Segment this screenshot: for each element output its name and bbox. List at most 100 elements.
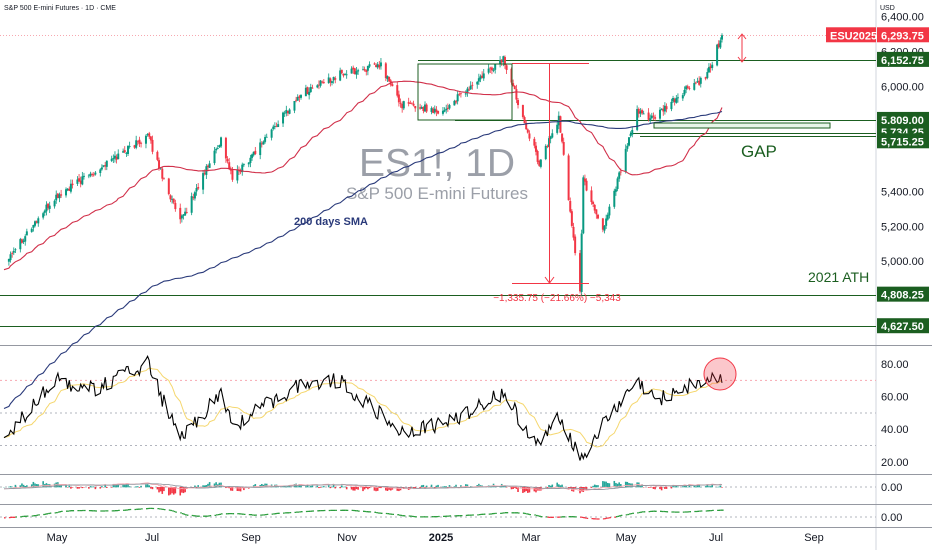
- osc1-bar: [115, 484, 118, 488]
- osc1-bar: [159, 487, 162, 492]
- candle-body: [283, 112, 286, 114]
- osc1-bar: [34, 483, 36, 488]
- candle-body: [45, 204, 48, 212]
- upside-arrow-head-top: [737, 33, 747, 40]
- osc1-bar: [81, 487, 84, 489]
- osc1-bar: [593, 484, 596, 488]
- candle-body: [68, 188, 71, 191]
- osc1-bar: [37, 484, 40, 488]
- candle-body: [226, 159, 229, 162]
- time-axis[interactable]: May Jul Sep Nov 2025 Mar May Jul Sep: [47, 532, 824, 544]
- candle-body: [82, 175, 85, 177]
- candle-body: [42, 213, 45, 218]
- candle-body: [458, 93, 461, 95]
- osc1-bar: [203, 485, 206, 488]
- candle-body: [156, 151, 159, 160]
- candle-body: [174, 202, 177, 210]
- rsi-pane[interactable]: 80.00 60.00 40.00 20.00: [0, 355, 909, 469]
- osc1-bar: [30, 484, 33, 488]
- osc1-bar: [21, 483, 23, 488]
- osc1-bar: [618, 482, 620, 488]
- osc1-bar: [672, 485, 674, 488]
- time-tick-label: Nov: [337, 532, 357, 544]
- candle-body: [505, 65, 508, 70]
- candle-body: [402, 101, 405, 109]
- osc1-bar: [673, 486, 676, 488]
- osc1-bar: [254, 484, 257, 488]
- candle-body: [595, 209, 598, 215]
- price-tick-label: 6,000.00: [881, 82, 924, 94]
- osc1-bar: [148, 485, 151, 488]
- candle-body: [79, 180, 82, 184]
- candle-body: [446, 107, 449, 109]
- candle-body: [471, 84, 474, 86]
- osc1-bar: [9, 486, 12, 488]
- sma-50-line: [3, 80, 723, 271]
- osc1-bar: [197, 485, 199, 488]
- oscillator-1-pane[interactable]: 0.00: [0, 480, 902, 496]
- osc1-bar: [342, 486, 345, 488]
- candle-body: [272, 126, 275, 129]
- time-tick-label: Jul: [709, 532, 723, 544]
- candle-body: [608, 206, 611, 216]
- osc1-bar: [112, 484, 115, 488]
- osc1-bar: [76, 487, 79, 489]
- time-tick-label: 2025: [429, 532, 453, 544]
- sma200-label: 200 days SMA: [294, 216, 368, 228]
- osc1-bar: [512, 487, 514, 489]
- candle-body: [352, 67, 355, 70]
- osc1-bar: [106, 487, 108, 488]
- osc1-bar: [125, 484, 128, 488]
- candle-body: [412, 103, 415, 106]
- osc1-bar: [647, 487, 650, 488]
- osc1-bar: [603, 481, 606, 488]
- watermark-name: S&P 500 E-mini Futures: [346, 184, 528, 203]
- osc1-bar: [208, 482, 211, 488]
- candle-body: [92, 174, 95, 176]
- candle-body: [213, 150, 216, 164]
- candle-body: [709, 66, 712, 69]
- contract-tag-text: ESU2025: [830, 30, 877, 42]
- oscillator-2-pane[interactable]: 0.00: [0, 507, 902, 524]
- price-axis[interactable]: 6,400.006,200.006,000.005,400.005,200.00…: [881, 12, 924, 268]
- candle-body: [309, 86, 312, 93]
- osc1-bar: [172, 487, 175, 495]
- osc1-bar: [138, 487, 141, 488]
- osc1-bar: [682, 486, 684, 488]
- candle-body: [503, 57, 506, 66]
- price-pane[interactable]: [0, 0, 876, 345]
- osc1-bar: [156, 487, 159, 490]
- osc1-bar: [339, 487, 341, 489]
- osc1-bar: [146, 484, 149, 488]
- candle-body: [698, 80, 701, 85]
- osc1-bar: [592, 485, 594, 488]
- osc1-bar: [171, 487, 173, 494]
- osc1-bar: [549, 485, 552, 488]
- candle-body: [410, 103, 413, 105]
- candle-body: [466, 88, 469, 93]
- range-box: [417, 63, 513, 121]
- candle-body: [614, 189, 617, 192]
- candle-body: [127, 145, 130, 154]
- osc1-bar: [414, 487, 417, 489]
- candle-body: [102, 165, 105, 167]
- candle-body: [43, 210, 46, 213]
- candle-body: [112, 158, 115, 160]
- osc1-bar: [259, 484, 261, 488]
- candle-body: [513, 86, 516, 90]
- osc1-bar: [53, 483, 56, 488]
- time-tick-label: Jul: [145, 532, 159, 544]
- ath-label: 2021 ATH: [808, 269, 869, 285]
- candle-body: [716, 44, 719, 66]
- osc1-bar: [127, 484, 129, 488]
- candle-body: [549, 136, 552, 140]
- osc1-bar: [350, 487, 353, 490]
- candle-body: [521, 105, 524, 117]
- candle-body: [202, 173, 205, 190]
- candle-body: [236, 169, 239, 181]
- osc1-fast-line: [3, 482, 723, 491]
- candle-body: [593, 204, 596, 211]
- candle-body: [110, 158, 113, 161]
- level-tag-text: 5,715.25: [881, 136, 924, 148]
